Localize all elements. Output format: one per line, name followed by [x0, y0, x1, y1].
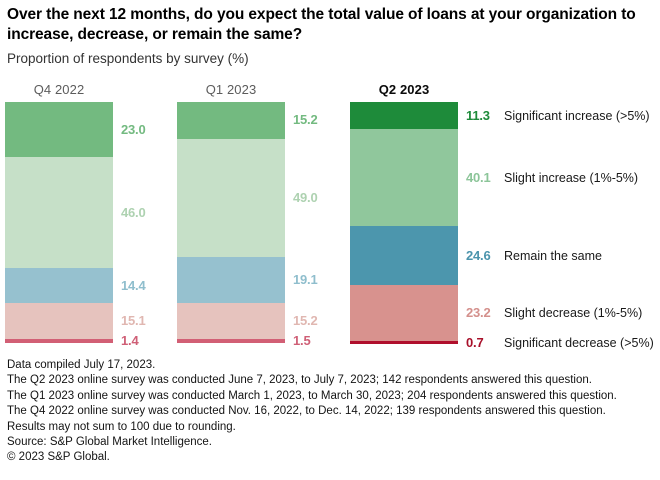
category-label: Remain the same [504, 248, 602, 263]
value-label: 15.2 [293, 112, 318, 128]
survey-header-q2-2023: Q2 2023 [378, 82, 430, 97]
footnote-line: Data compiled July 17, 2023. [7, 359, 156, 371]
footnote-line: The Q1 2023 online survey was conducted … [7, 389, 617, 402]
value-label: 1.5 [293, 333, 311, 349]
category-label: Significant increase (>5%) [504, 108, 650, 123]
footnote-line: The Q2 2023 online survey was conducted … [7, 374, 592, 387]
bar-segment [5, 268, 113, 303]
bar-segment [350, 102, 458, 130]
value-label: 0.7 [466, 334, 484, 350]
value-label: 23.2 [466, 305, 491, 321]
value-label: 11.3 [466, 107, 490, 123]
bar-segment [350, 225, 458, 286]
value-label: 15.1 [121, 313, 146, 329]
bar-segment [177, 256, 285, 303]
bar-segment [5, 157, 113, 269]
chart-subtitle: Proportion of respondents by survey (%) [7, 51, 249, 66]
value-label: 40.1 [466, 169, 491, 185]
bar-segment [177, 102, 285, 139]
category-label: Significant decrease (>5%) [504, 335, 654, 350]
survey-header-q4-2022: Q4 2022 [33, 82, 85, 97]
footnote-line: The Q4 2022 online survey was conducted … [7, 405, 606, 418]
value-label: 49.0 [293, 189, 318, 205]
category-label: Slight decrease (1%-5%) [504, 306, 643, 321]
footnotes: Data compiled July 17, 2023. The Q2 2023 … [7, 358, 617, 466]
value-label: 46.0 [121, 204, 146, 220]
bar-segment [350, 129, 458, 226]
bar-segment [5, 339, 113, 343]
bar-segment [5, 102, 113, 158]
value-label: 15.2 [293, 313, 318, 329]
bar-segment [177, 339, 285, 343]
bar-segment [177, 302, 285, 340]
category-label: Slight increase (1%-5%) [504, 170, 639, 185]
value-label: 23.0 [121, 121, 146, 137]
survey-header-q1-2023: Q1 2023 [205, 82, 257, 97]
footnote-line: © 2023 S&P Global. [7, 451, 110, 464]
stacked-bar-chart: Q4 2022 23.0 46.0 14.4 15.1 1.4 Q1 2023 15.2 49.… [0, 80, 660, 350]
bar-segment [177, 138, 285, 257]
value-label: 1.4 [121, 333, 139, 349]
value-label: 14.4 [121, 277, 146, 293]
bar-segment [350, 285, 458, 342]
chart-title: Over the next 12 months, do you expect t… [7, 6, 636, 43]
value-label: 19.1 [293, 271, 318, 287]
bar-segment [5, 302, 113, 340]
footnote-line: Source: S&P Global Market Intelligence. [7, 436, 212, 449]
bar-segment [350, 341, 458, 345]
footnote-line: Results may not sum to 100 due to roundi… [7, 420, 236, 433]
value-label: 24.6 [466, 247, 491, 263]
